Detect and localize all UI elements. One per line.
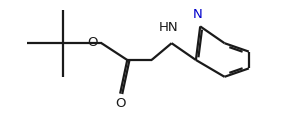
Text: HN: HN: [159, 21, 178, 34]
Text: O: O: [88, 36, 98, 48]
Text: O: O: [115, 97, 125, 110]
Text: N: N: [192, 8, 202, 21]
